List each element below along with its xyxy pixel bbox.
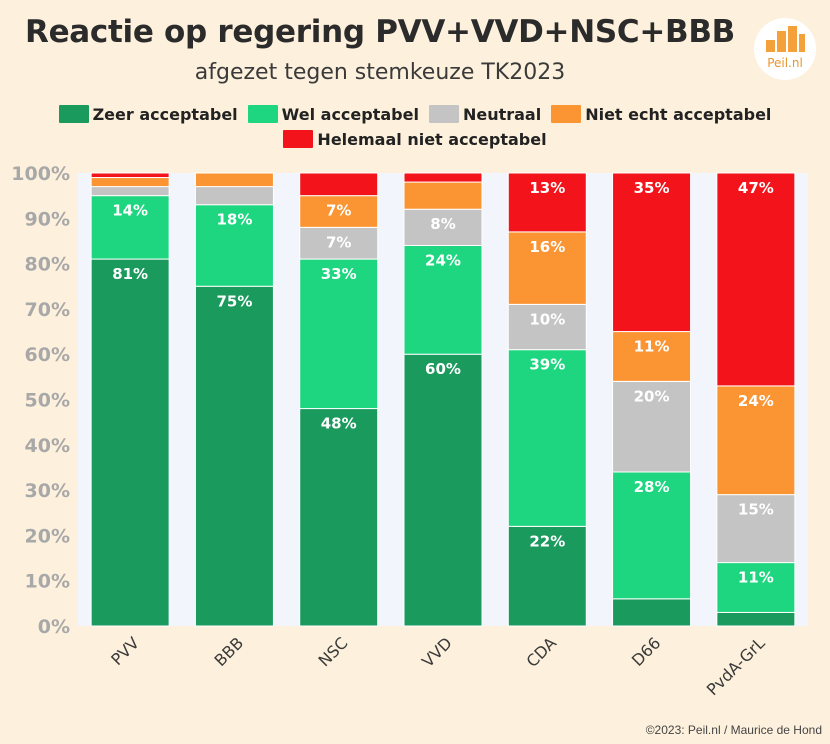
data-label: 20% bbox=[634, 387, 670, 405]
bar-segment bbox=[90, 195, 170, 260]
data-label: 7% bbox=[326, 202, 351, 220]
bar-segment bbox=[194, 172, 274, 188]
y-tick-label: 0% bbox=[38, 616, 70, 638]
data-label: 47% bbox=[738, 179, 774, 197]
y-tick-label: 20% bbox=[25, 525, 70, 547]
bar-segment bbox=[403, 208, 483, 246]
data-label: 35% bbox=[634, 179, 670, 197]
data-label: 22% bbox=[529, 532, 565, 550]
chart-legend: Zeer acceptabel Wel acceptabel Neutraal Nie… bbox=[0, 102, 830, 152]
data-label: 39% bbox=[529, 356, 565, 374]
logo-text: Peil.nl bbox=[767, 56, 803, 70]
x-tick-label: CDA bbox=[523, 633, 561, 671]
data-label: 18% bbox=[216, 211, 252, 229]
bar-segment bbox=[194, 204, 274, 287]
bar-segment bbox=[90, 186, 170, 197]
y-tick-label: 40% bbox=[25, 435, 70, 457]
logo-bar-icon bbox=[766, 40, 775, 52]
legend-row: Zeer acceptabel Wel acceptabel Neutraal Nie… bbox=[0, 102, 830, 126]
logo-bar-icon bbox=[777, 31, 786, 52]
legend-item: Zeer acceptabel bbox=[58, 104, 238, 124]
bar-segment bbox=[194, 186, 274, 206]
chart-title: Reactie op regering PVV+VVD+NSC+BBB bbox=[25, 14, 735, 50]
x-tick-label: VVD bbox=[418, 633, 456, 671]
legend-item: Helemaal niet acceptabel bbox=[283, 129, 547, 149]
bar-segment bbox=[299, 195, 379, 228]
data-label: 15% bbox=[738, 501, 774, 519]
x-tick-label: D66 bbox=[628, 633, 665, 670]
data-label: 13% bbox=[529, 179, 565, 197]
data-label: 7% bbox=[326, 233, 351, 251]
legend-label: Helemaal niet acceptabel bbox=[317, 129, 547, 149]
chart-subtitle: afgezet tegen stemkeuze TK2023 bbox=[194, 60, 566, 85]
y-tick-label: 80% bbox=[25, 254, 70, 276]
legend-label: Niet echt acceptabel bbox=[585, 104, 772, 124]
bar-segment bbox=[716, 172, 796, 387]
legend-item: Neutraal bbox=[428, 104, 542, 124]
y-tick-label: 100% bbox=[11, 163, 70, 185]
bar-segment bbox=[90, 172, 170, 179]
bar-segment bbox=[507, 349, 587, 527]
legend-swatch bbox=[247, 105, 278, 123]
y-tick-label: 30% bbox=[25, 480, 70, 502]
legend-item: Wel acceptabel bbox=[247, 104, 419, 124]
bar-segment bbox=[403, 172, 483, 183]
bar-segment bbox=[194, 285, 274, 627]
legend-row: Helemaal niet acceptabel bbox=[0, 127, 830, 151]
copyright-footer: ©2023: Peil.nl / Maurice de Hond bbox=[645, 723, 822, 737]
data-label: 48% bbox=[321, 415, 357, 433]
bar-segment bbox=[299, 172, 379, 197]
logo-bar-icon bbox=[799, 34, 805, 52]
data-label: 75% bbox=[216, 292, 252, 310]
bar-segment bbox=[403, 244, 483, 355]
bar-segment bbox=[507, 172, 587, 233]
data-label: 8% bbox=[430, 215, 455, 233]
bar-segment bbox=[716, 385, 796, 496]
legend-swatch bbox=[283, 130, 314, 148]
logo-bar-icon bbox=[788, 26, 797, 52]
x-tick-label: PvdA-GrL bbox=[703, 633, 769, 699]
peil-logo: Peil.nl bbox=[754, 18, 816, 80]
y-tick-label: 50% bbox=[25, 390, 70, 412]
legend-label: Neutraal bbox=[462, 104, 542, 124]
data-label: 14% bbox=[112, 202, 148, 220]
x-tick-label: NSC bbox=[315, 633, 352, 670]
data-label: 60% bbox=[425, 360, 461, 378]
legend-swatch bbox=[428, 105, 459, 123]
bar-segment bbox=[716, 494, 796, 564]
bar-segment bbox=[90, 258, 170, 627]
bar-segment bbox=[612, 172, 692, 333]
y-tick-label: 10% bbox=[25, 571, 70, 593]
data-label: 11% bbox=[634, 338, 670, 356]
bar-segment bbox=[403, 181, 483, 210]
data-label: 10% bbox=[529, 310, 565, 328]
bar-segment bbox=[90, 177, 170, 188]
data-label: 16% bbox=[529, 238, 565, 256]
x-tick-label: BBB bbox=[211, 633, 248, 670]
bar-segment bbox=[299, 258, 379, 410]
legend-label: Wel acceptabel bbox=[281, 104, 419, 124]
y-tick-label: 60% bbox=[25, 344, 70, 366]
bar-segment bbox=[299, 226, 379, 260]
bar-segment bbox=[403, 353, 483, 627]
legend-item: Niet echt acceptabel bbox=[551, 105, 771, 124]
bar-segment bbox=[612, 471, 692, 600]
x-tick-label: PVV bbox=[107, 633, 143, 669]
data-label: 33% bbox=[321, 265, 357, 283]
y-tick-label: 70% bbox=[25, 299, 70, 321]
bar-segment bbox=[507, 525, 587, 627]
bar-segment bbox=[716, 611, 796, 627]
bar-segment bbox=[612, 598, 692, 627]
data-label: 28% bbox=[634, 478, 670, 496]
legend-label: Zeer acceptabel bbox=[92, 104, 238, 124]
data-label: 81% bbox=[112, 265, 148, 283]
y-tick-label: 90% bbox=[25, 208, 70, 230]
data-label: 11% bbox=[738, 569, 774, 587]
legend-swatch bbox=[58, 105, 89, 123]
data-label: 24% bbox=[425, 251, 461, 269]
data-label: 24% bbox=[738, 392, 774, 410]
legend-swatch bbox=[551, 105, 582, 123]
bar-segment bbox=[299, 408, 379, 627]
